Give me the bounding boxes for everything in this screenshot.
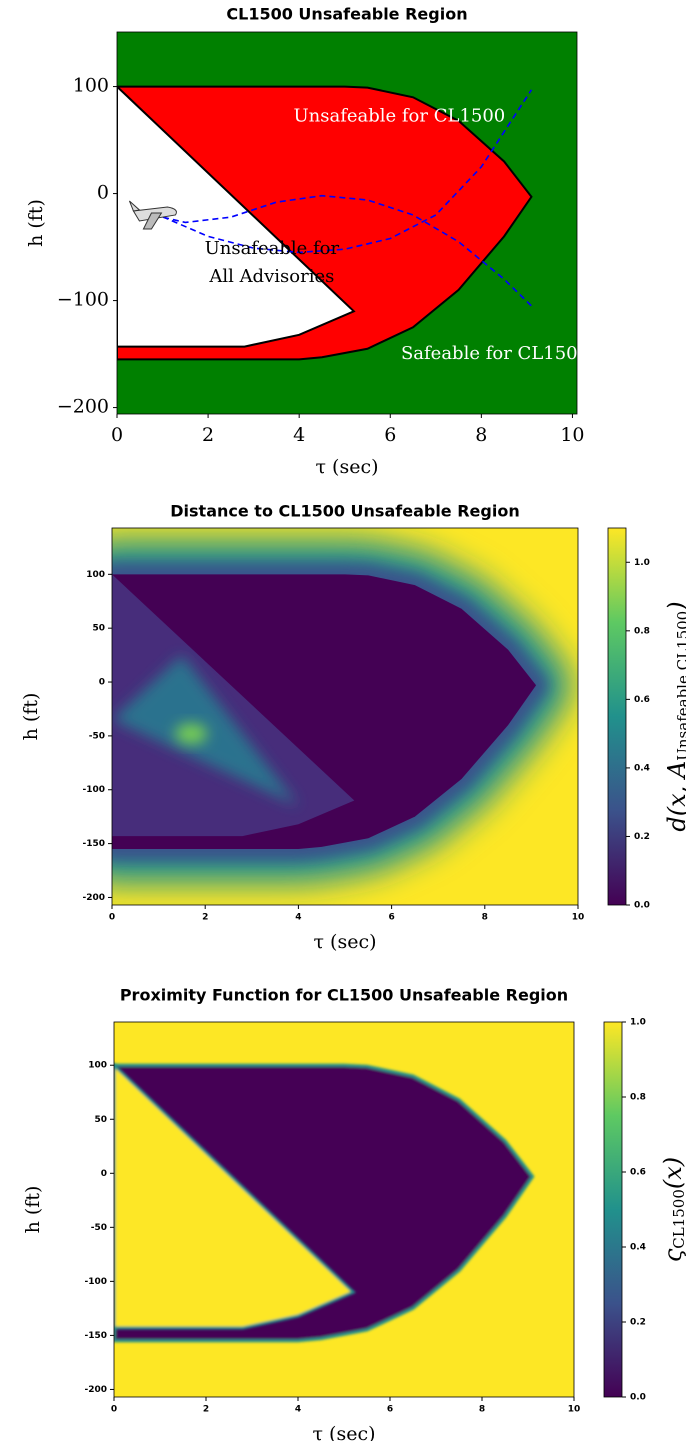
colorbar (607, 527, 627, 906)
colorbar-label: d(x, AUnsafeable,CL1500) (663, 601, 686, 831)
heatmap-inner (114, 1063, 356, 1330)
x-tick-label: 4 (295, 1405, 301, 1415)
plot-area (114, 1022, 574, 1397)
x-tick-label: 0 (111, 1405, 117, 1415)
colorbar-tick-label: 0.0 (634, 901, 650, 911)
y-tick-label: 50 (94, 1115, 107, 1125)
y-tick-label: 100 (88, 1061, 107, 1071)
x-axis-label: τ (sec) (312, 1423, 375, 1441)
x-axis-label: τ (sec) (315, 456, 378, 478)
y-tick-label: 100 (73, 75, 109, 97)
colorbar-label-end: (x) (659, 1157, 686, 1189)
x-tick-label: 4 (293, 424, 305, 446)
trajectory (153, 194, 533, 307)
x-tick-label: 2 (203, 1405, 209, 1415)
y-tick-label: −200 (57, 396, 109, 418)
colorbar-tick-label: 0.2 (630, 1318, 646, 1328)
y-tick-label: −100 (57, 289, 109, 311)
trajectory (153, 89, 533, 254)
colorbar-label: ςCL1500(x) (659, 1157, 686, 1262)
x-tick-label: 8 (482, 913, 488, 923)
y-tick-label: 100 (86, 570, 105, 580)
airplane-tail (128, 200, 141, 212)
annotation: Unsafeable for CL1500 (293, 106, 505, 127)
annotation: Safeable for CL1500 (401, 343, 589, 364)
x-tick-label: 10 (560, 424, 584, 446)
chart-title: Distance to CL1500 Unsafeable Region (170, 502, 519, 521)
colorbar-tick-label: 0.2 (634, 832, 650, 842)
plot-area (112, 528, 578, 905)
x-tick-label: 8 (479, 1405, 485, 1415)
y-tick-label: -100 (84, 1277, 107, 1287)
colorbar-tick-label: 1.0 (630, 1018, 646, 1028)
annotation: Unsafeable for (205, 238, 340, 259)
x-tick-label: 2 (202, 913, 208, 923)
y-axis-label: h (ft) (20, 693, 42, 741)
x-tick-label: 0 (111, 424, 123, 446)
plot-frame (113, 1021, 575, 1398)
y-tick-label: -50 (91, 1223, 107, 1233)
y-tick-label: -200 (82, 893, 105, 903)
colorbar (603, 1021, 623, 1398)
colorbar-tick-label: 1.0 (634, 558, 650, 568)
colorbar-label-main: ς (659, 1248, 686, 1262)
heatmap-spot (175, 723, 208, 744)
plot-frame (111, 527, 579, 906)
colorbar-label-main: d(x, A (663, 761, 686, 832)
x-tick-label: 6 (388, 913, 394, 923)
colorbar-tick-label: 0.0 (630, 1393, 646, 1403)
y-axis-label: h (ft) (22, 1186, 44, 1234)
y-tick-label: 0 (101, 1169, 107, 1179)
x-tick-label: 4 (295, 913, 301, 923)
y-tick-label: 50 (92, 624, 105, 634)
y-tick-label: 0 (97, 182, 109, 204)
y-tick-label: -150 (82, 839, 105, 849)
y-tick-label: -50 (89, 731, 105, 741)
x-tick-label: 0 (109, 913, 115, 923)
colorbar-label-subscript: Unsafeable,CL1500 (674, 611, 686, 761)
y-tick-label: 0 (99, 678, 105, 688)
x-tick-label: 8 (475, 424, 487, 446)
heatmap-inner (112, 574, 355, 837)
colorbar-label-subscript: CL1500 (670, 1189, 686, 1249)
x-tick-label: 6 (384, 424, 396, 446)
x-tick-label: 10 (572, 913, 585, 923)
x-axis-label: τ (sec) (313, 931, 376, 953)
plot-area (117, 32, 577, 414)
colorbar-label-end: ) (663, 601, 686, 611)
colorbar-tick-label: 0.8 (634, 626, 650, 636)
chart-title: CL1500 Unsafeable Region (226, 5, 467, 24)
region (117, 85, 356, 348)
colorbar-tick-label: 0.4 (630, 1243, 646, 1253)
y-tick-label: -150 (84, 1331, 107, 1341)
plot-frame (116, 31, 578, 415)
x-tick-label: 10 (568, 1405, 581, 1415)
x-tick-label: 2 (202, 424, 214, 446)
y-tick-label: -100 (82, 785, 105, 795)
colorbar-tick-label: 0.8 (630, 1093, 646, 1103)
x-tick-label: 6 (387, 1405, 393, 1415)
colorbar-tick-label: 0.6 (630, 1168, 646, 1178)
y-axis-label: h (ft) (25, 199, 47, 247)
airplane-wing (142, 212, 163, 230)
chart-title: Proximity Function for CL1500 Unsafeable… (120, 986, 568, 1005)
annotation: All Advisories (208, 266, 334, 287)
y-tick-label: -200 (84, 1385, 107, 1395)
colorbar-tick-label: 0.4 (634, 763, 650, 773)
colorbar-tick-label: 0.6 (634, 695, 650, 705)
